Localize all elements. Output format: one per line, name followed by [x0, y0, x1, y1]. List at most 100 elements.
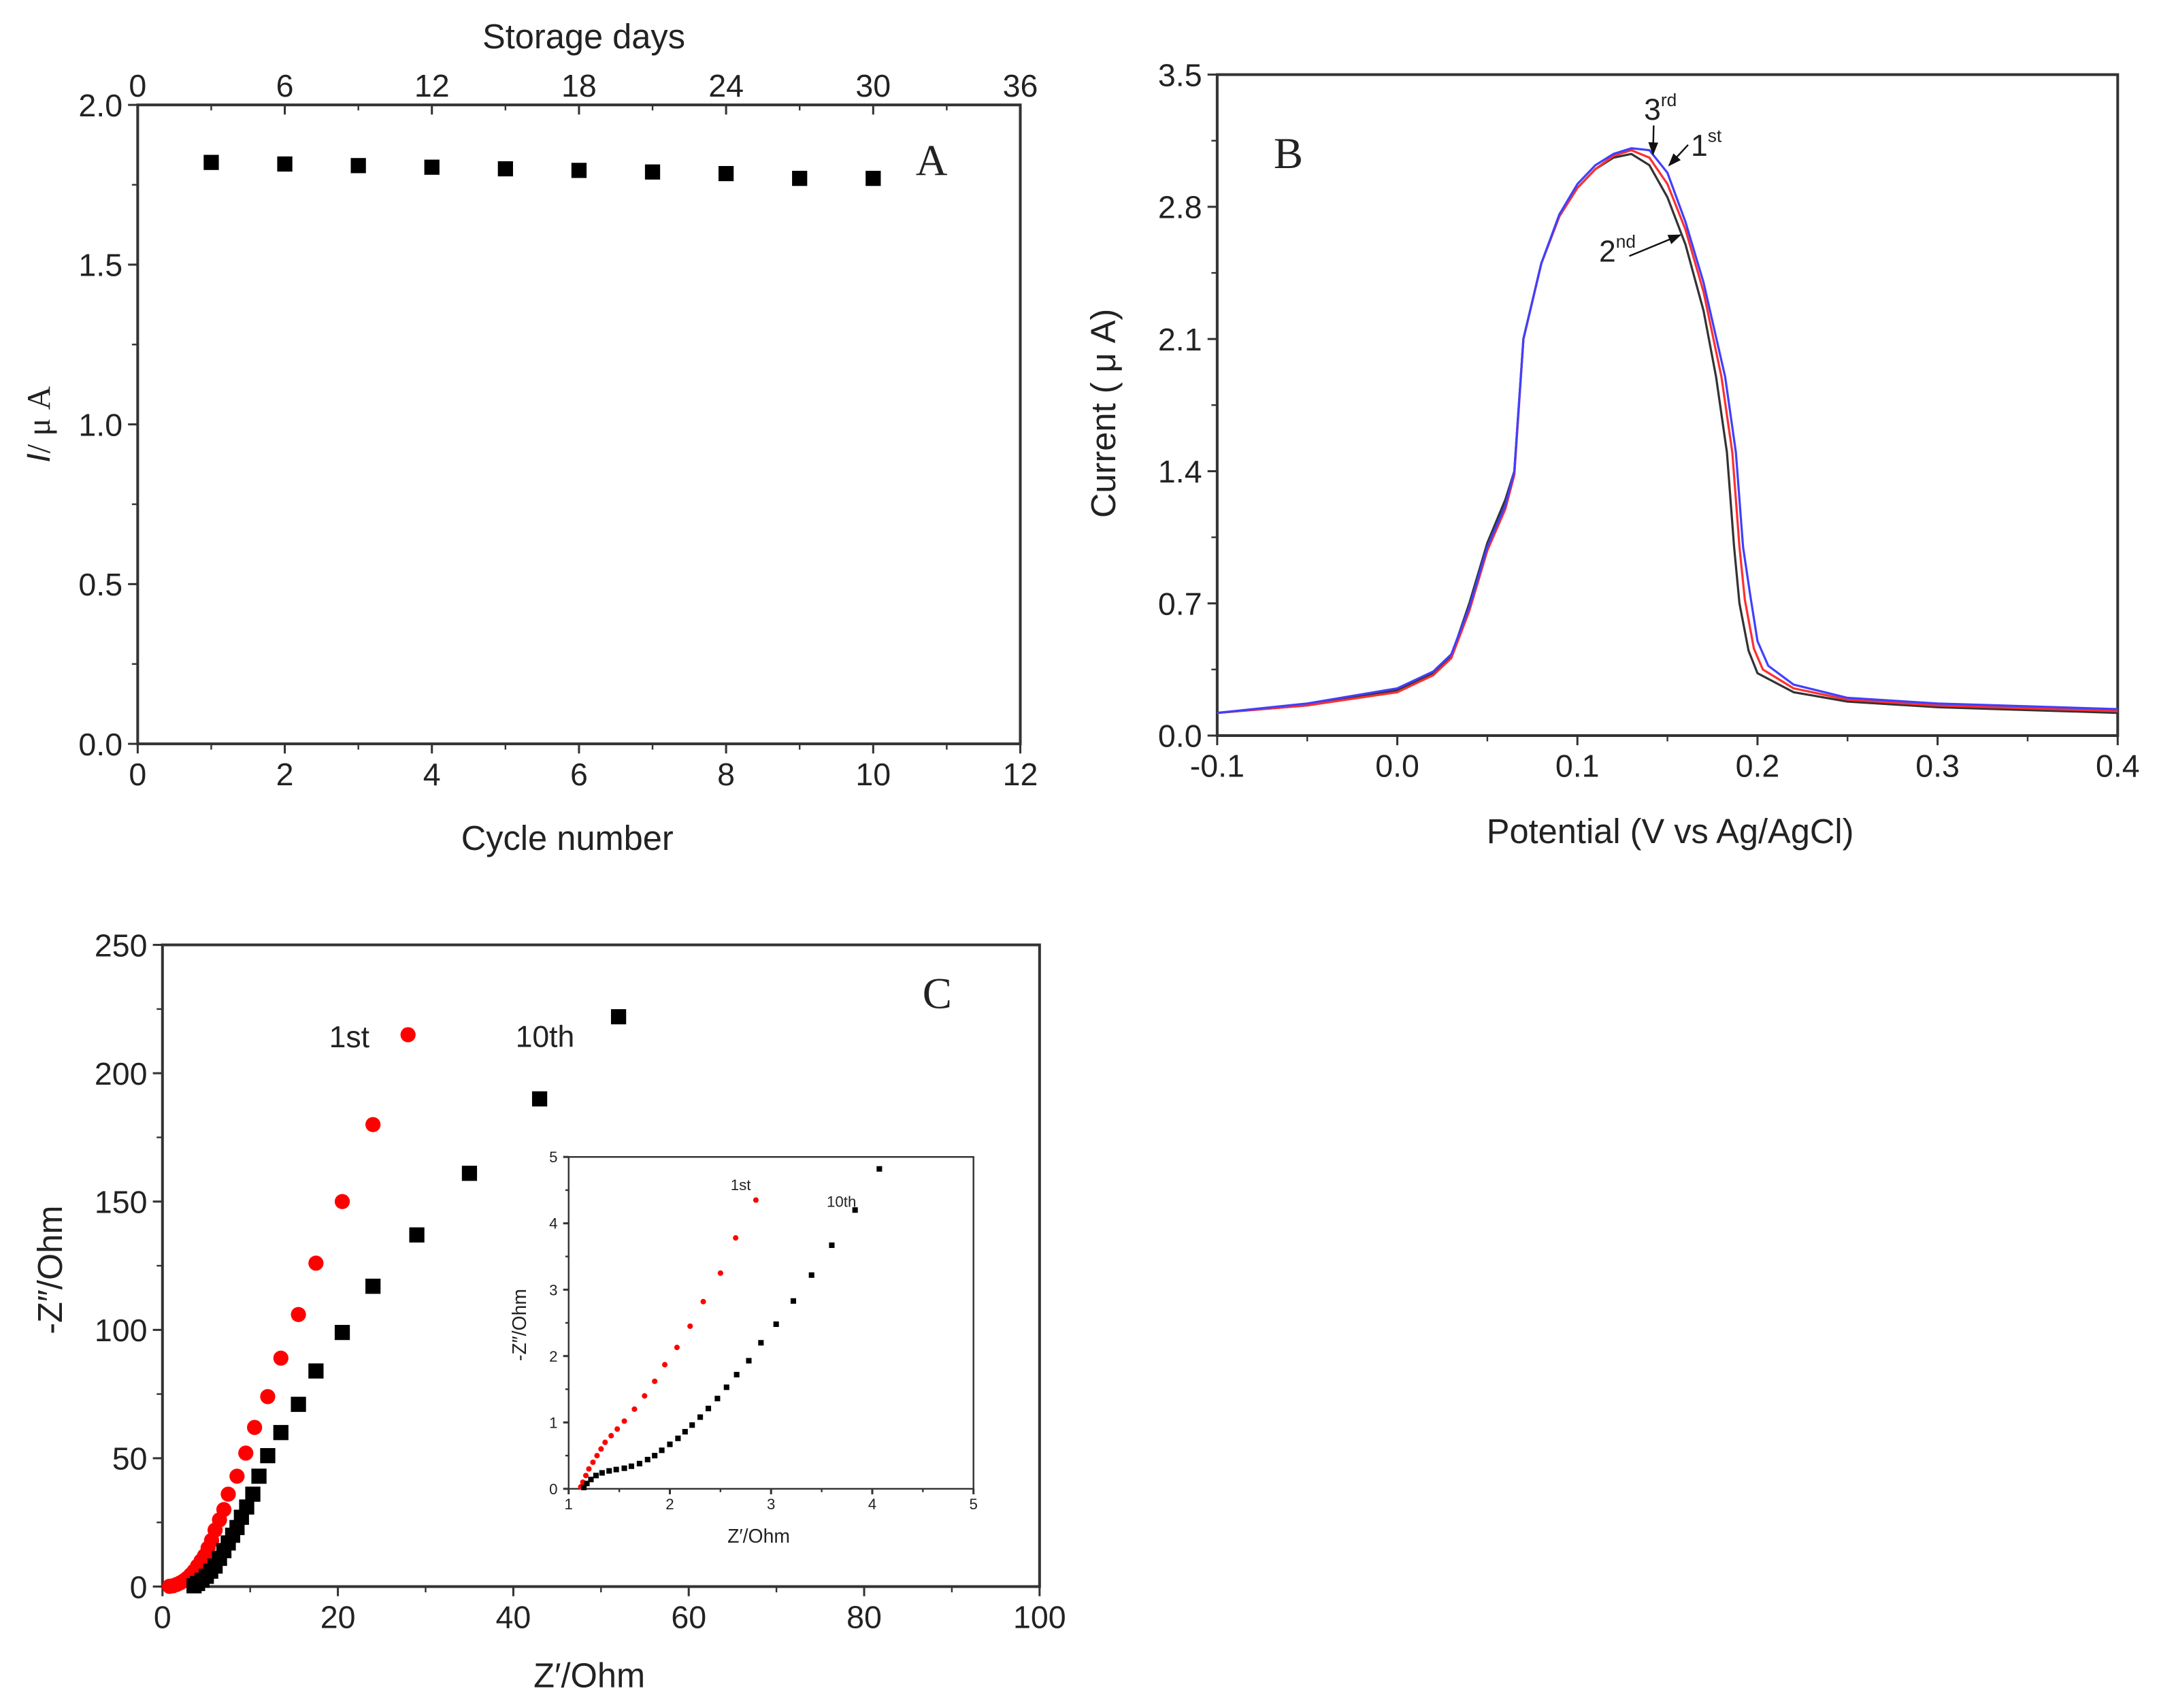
panel-label: C: [923, 970, 952, 1019]
y-tick-label: 5: [549, 1149, 557, 1166]
inset-data-point-1st: [614, 1426, 621, 1432]
y-tick-label: 4: [549, 1215, 557, 1232]
inset-data-point-10th: [652, 1453, 658, 1459]
data-point-1st: [247, 1419, 263, 1435]
y-tick-label: 0: [130, 1569, 148, 1605]
top-x-tick-label: 24: [708, 68, 744, 103]
inset-data-point-10th: [734, 1372, 740, 1378]
data-point-10th: [251, 1468, 267, 1484]
y-tick-label: 150: [95, 1185, 148, 1220]
inset-data-point-10th: [705, 1405, 712, 1411]
y-tick-label: 0: [549, 1481, 557, 1498]
top-x-tick-label: 30: [855, 68, 891, 103]
top-x-tick-label: 12: [414, 68, 450, 103]
data-point: [571, 163, 587, 178]
data-point-10th: [409, 1227, 425, 1243]
inset-data-point-1st: [733, 1235, 739, 1241]
x-tick-label: 0.3: [1915, 749, 1960, 784]
y-tick-label: 2.1: [1158, 322, 1202, 357]
x-axis-title: Z′/Ohm: [533, 1656, 645, 1694]
annotation-label: 1st: [1691, 126, 1722, 163]
data-point: [866, 171, 881, 186]
inset-data-point-10th: [628, 1463, 635, 1469]
inset-y-axis-title: -Z″/Ohm: [509, 1289, 531, 1361]
data-point-1st: [161, 1579, 178, 1594]
panel-a-stability-cycles: 0 2 4 6 8 10 120.00.51.01.52.00 6 12 18 24 30 36Stor…: [20, 17, 1038, 857]
x-tick-label: 4: [423, 757, 441, 792]
y-tick-label: 2.8: [1158, 190, 1202, 225]
data-point-10th: [365, 1279, 381, 1294]
data-point: [497, 161, 513, 177]
inset-series-label: 1st: [731, 1177, 751, 1194]
data-point-1st: [273, 1350, 289, 1366]
y-tick-label: 3: [549, 1281, 557, 1298]
x-tick-label: 6: [570, 757, 588, 792]
x-tick-label: 12: [1003, 757, 1038, 792]
data-point: [350, 158, 366, 174]
inset-data-point-10th: [746, 1358, 752, 1364]
panel-b-voltammogram: -0.1 0.0 0.1 0.2 0.3 0.40.00.71.42.12.83.5Pot…: [1084, 57, 2140, 850]
inset-data-point-1st: [586, 1466, 592, 1472]
inset-data-point-1st: [687, 1323, 693, 1329]
inset-data-point-1st: [590, 1459, 596, 1465]
y-tick-label: 50: [112, 1441, 148, 1477]
inset-data-point-10th: [621, 1465, 627, 1471]
x-tick-label: 0.2: [1736, 749, 1780, 784]
annotation-number: 1: [1691, 129, 1708, 163]
data-point: [277, 156, 293, 172]
inset-x-axis-title: Z′/Ohm: [727, 1526, 790, 1547]
series-line-blue: [1217, 147, 2118, 715]
inset-data-point-10th: [581, 1484, 587, 1490]
data-point: [644, 164, 661, 180]
inset-data-point-1st: [674, 1345, 680, 1351]
x-tick-label: 0: [154, 1599, 171, 1635]
inset-data-point-10th: [723, 1384, 729, 1390]
inset-data-point-1st: [598, 1446, 604, 1452]
inset-data-point-10th: [667, 1441, 673, 1447]
legend-label: 1st: [329, 1021, 370, 1054]
inset-data-point-10th: [829, 1242, 835, 1248]
inset-data-point-10th: [644, 1456, 650, 1463]
data-point: [424, 159, 440, 175]
data-point-10th: [308, 1363, 324, 1379]
inset-data-point-1st: [582, 1473, 589, 1479]
inset-data-point-1st: [602, 1439, 608, 1445]
inset-data-point-1st: [621, 1418, 627, 1424]
x-tick-label: 8: [717, 757, 735, 792]
plot-frame: [567, 1155, 974, 1490]
legend-marker: [400, 1027, 416, 1042]
annotation-label: 2nd: [1599, 231, 1636, 268]
inset-data-point-10th: [636, 1460, 642, 1466]
inset-series-label: 10th: [827, 1193, 856, 1210]
data-point: [792, 171, 808, 186]
annotation-number: 2: [1599, 235, 1616, 268]
y-tick-label: 3.5: [1158, 57, 1202, 93]
x-tick-label: 10: [855, 757, 891, 792]
inset-data-point-10th: [599, 1470, 605, 1476]
y-tick-label: 0.5: [78, 567, 122, 602]
y-tick-label: 1: [549, 1414, 557, 1431]
x-tick-label: 100: [1013, 1599, 1066, 1635]
x-tick-label: 0.0: [1375, 749, 1419, 784]
inset-data-point-10th: [588, 1477, 594, 1483]
data-point-10th: [531, 1091, 548, 1107]
data-point-1st: [238, 1445, 254, 1461]
annotation-number: 3: [1644, 93, 1661, 127]
inset-data-point-10th: [682, 1428, 688, 1435]
data-point-1st: [308, 1255, 324, 1271]
inset-data-point-1st: [642, 1393, 648, 1399]
annotation-arrow: [1668, 144, 1689, 167]
data-point-10th: [461, 1166, 478, 1181]
y-axis-title: Current ( μ A): [1084, 309, 1123, 518]
inset-data-point-10th: [606, 1468, 612, 1474]
top-axis-title: Storage days: [482, 17, 685, 56]
y-axis-title: -Z″/Ohm: [31, 1205, 69, 1334]
inset-data-point-10th: [593, 1473, 599, 1479]
y-tick-label: 0.0: [1158, 719, 1202, 754]
inset-data-point-10th: [852, 1207, 858, 1213]
x-tick-label: 0: [129, 757, 146, 792]
y-tick-label: 1.0: [78, 407, 122, 442]
top-x-tick-label: 36: [1003, 68, 1038, 103]
